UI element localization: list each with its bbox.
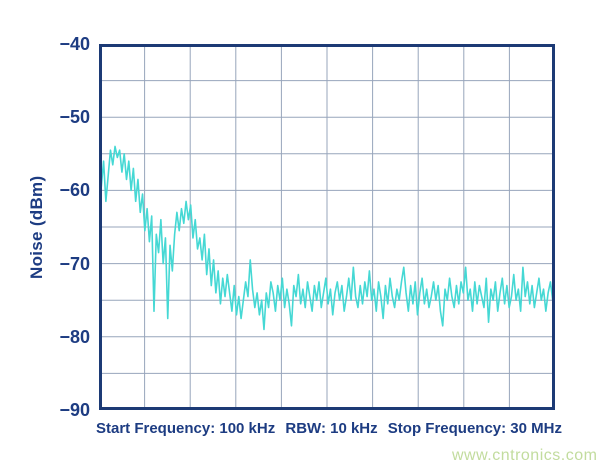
x-axis-caption: Start Frequency: 100 kHz RBW: 10 kHz Sto… (96, 420, 562, 437)
y-tick-label-40: −40 (59, 34, 90, 54)
y-tick-label-90: −90 (59, 400, 90, 420)
y-tick-label-60: −60 (59, 180, 90, 200)
noise-trace (99, 145, 555, 331)
plot-area (99, 44, 555, 410)
rbw-label: RBW: 10 kHz (285, 420, 378, 437)
stop-frequency-label: Stop Frequency: 30 MHz (387, 420, 562, 437)
watermark-text: www.cntronics.com (452, 447, 598, 464)
y-tick-label-80: −80 (59, 327, 90, 347)
y-tick-label-70: −70 (59, 254, 90, 274)
y-axis-title: Noise (dBm) (27, 175, 46, 279)
start-frequency-label: Start Frequency: 100 kHz (96, 420, 276, 437)
y-tick-label-50: −50 (59, 107, 90, 127)
plot-border (99, 44, 555, 410)
